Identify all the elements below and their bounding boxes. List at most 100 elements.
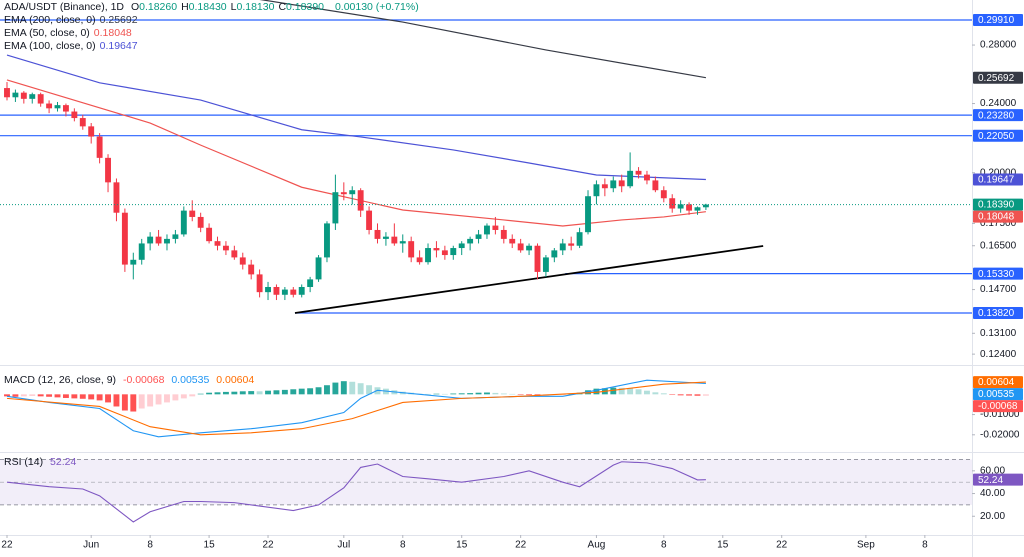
- macd-histogram-bar: [214, 392, 221, 395]
- macd-histogram-bar: [441, 393, 448, 395]
- candle-body: [399, 241, 406, 244]
- quote-key: H: [181, 1, 189, 13]
- macd-histogram-bar: [113, 394, 120, 407]
- macd-histogram-bar: [694, 394, 701, 396]
- value-badge-label: -0.00068: [978, 401, 1018, 412]
- x-tick-label: Aug: [588, 540, 606, 551]
- macd-histogram-bar: [189, 394, 196, 397]
- macd-histogram-bar: [340, 381, 347, 395]
- candle-body: [164, 238, 170, 244]
- ema-name: EMA (50, close, 0): [4, 27, 90, 39]
- candle-body: [517, 243, 524, 251]
- macd-histogram-bar: [79, 394, 86, 399]
- macd-histogram-bar: [500, 393, 507, 395]
- candle-body: [585, 196, 591, 233]
- x-tick-label: 8: [400, 540, 406, 551]
- macd-histogram-bar: [526, 394, 533, 396]
- macd-histogram-bar: [197, 393, 204, 395]
- y-tick-label: 0.13100: [980, 328, 1017, 339]
- rsi-name: RSI (14): [4, 456, 44, 468]
- candle-body: [121, 212, 128, 265]
- y-tick-label: 0.16500: [980, 240, 1017, 251]
- candle-body: [281, 289, 288, 295]
- value-badge: [973, 210, 1023, 223]
- x-tick-label: 15: [456, 540, 468, 551]
- x-tick-label: Jun: [83, 540, 99, 551]
- candle-body: [652, 180, 659, 191]
- quote-value: 0.18130: [236, 1, 275, 13]
- macd-histogram-bar: [307, 388, 314, 395]
- candle-body: [425, 248, 431, 263]
- value-badge-label: 0.23280: [978, 110, 1015, 121]
- ema-line: [6, 79, 706, 227]
- candle-body: [601, 184, 608, 189]
- value-badge: [973, 109, 1023, 122]
- macd-histogram-bar: [222, 391, 229, 395]
- candle-body: [408, 241, 415, 258]
- ema-legend-row: EMA (100, close, 0) 0.19647: [4, 40, 142, 53]
- macd-line: [6, 379, 706, 438]
- candle-body: [248, 264, 255, 275]
- macd-name: MACD (12, 26, close, 9): [4, 374, 117, 386]
- macd-histogram-bar: [349, 381, 356, 395]
- rsi-legend: RSI (14) 52.24: [4, 456, 80, 469]
- candle-body: [256, 274, 263, 293]
- macd-histogram-bar: [467, 393, 474, 395]
- rsi-pane: [0, 459, 972, 506]
- candle-body: [96, 136, 103, 158]
- macd-histogram-bar: [121, 394, 128, 411]
- macd-histogram-bar: [96, 394, 103, 401]
- value-badge-label: 0.22050: [978, 131, 1015, 142]
- macd-histogram-bar: [130, 394, 137, 412]
- ema-line: [259, 0, 707, 79]
- macd-histogram-bar: [4, 394, 10, 397]
- x-tick-label: 8: [147, 540, 153, 551]
- candle-body: [475, 234, 482, 239]
- x-tick-label: 15: [717, 540, 729, 551]
- candle-body: [500, 229, 507, 239]
- macd-histogram-bar: [138, 394, 145, 409]
- ema-value: 0.18048: [93, 27, 132, 39]
- value-badge-label: 0.25692: [978, 73, 1015, 84]
- x-tick-label: 8: [661, 540, 667, 551]
- value-badge: [973, 388, 1023, 401]
- macd-histogram-bar: [88, 394, 95, 400]
- candle-body: [273, 286, 280, 295]
- candle-body: [62, 105, 69, 112]
- candle-body: [340, 192, 347, 195]
- macd-histogram-bar: [492, 392, 499, 395]
- value-badge: [973, 400, 1023, 413]
- x-tick-label: 8: [922, 540, 928, 551]
- candle-body: [416, 257, 423, 263]
- macd-histogram-bar: [315, 387, 322, 395]
- macd-histogram-bar: [71, 394, 78, 399]
- candle-body: [450, 248, 457, 256]
- candle-body: [206, 227, 213, 242]
- macd-histogram-bar: [281, 389, 288, 395]
- value-badge: [973, 71, 1023, 84]
- candle-body: [702, 204, 709, 208]
- candle-body: [484, 225, 490, 235]
- value-badge-label: 0.18390: [978, 200, 1015, 211]
- value-badge-label: 0.18048: [978, 212, 1015, 223]
- value-badge: [973, 473, 1023, 486]
- candle-body: [71, 111, 78, 119]
- y-tick-label: 40.00: [980, 488, 1005, 499]
- candle-body: [298, 286, 305, 295]
- macd-histogram-bar: [669, 394, 676, 395]
- macd-histogram-bar: [677, 394, 684, 396]
- candle-body: [79, 118, 86, 127]
- x-tick-label: 22: [1, 540, 13, 551]
- candle-body: [105, 157, 111, 183]
- candle-body: [332, 192, 339, 224]
- x-tick-label: Sep: [857, 540, 875, 551]
- macd-histogram-bar: [458, 393, 465, 395]
- macd-histogram-bar: [433, 393, 440, 395]
- quote-value: 0.18260: [139, 1, 178, 13]
- ema-line: [6, 54, 706, 181]
- macd-histogram-bar: [180, 394, 187, 399]
- macd-histogram-bar: [54, 394, 61, 398]
- candle-body: [542, 257, 549, 272]
